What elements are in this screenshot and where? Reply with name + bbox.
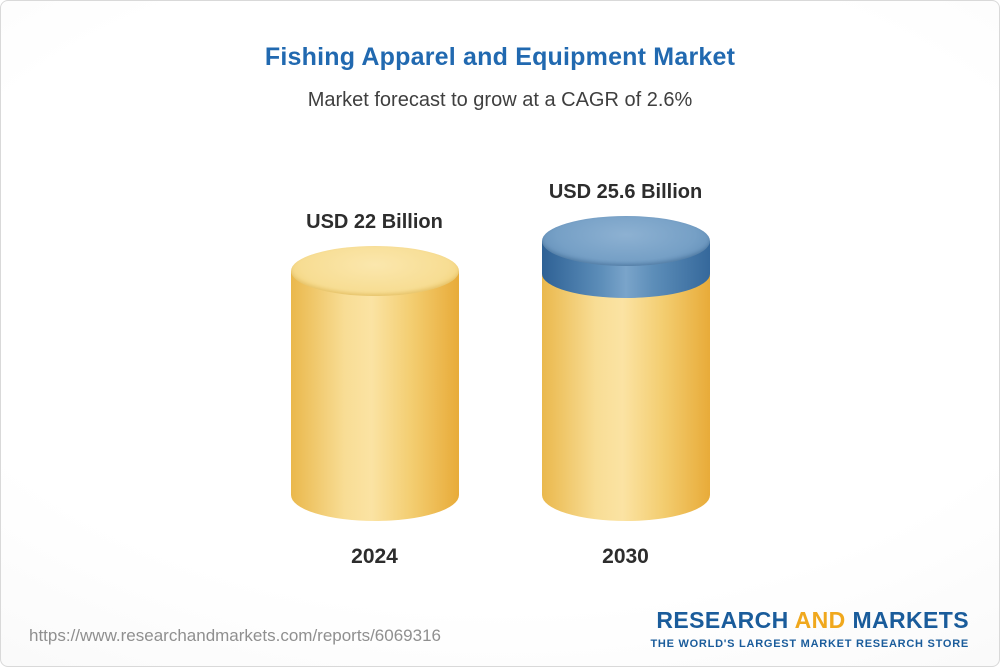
logo-wordmark: RESEARCH AND MARKETS [650,607,969,634]
logo-tagline: THE WORLD'S LARGEST MARKET RESEARCH STOR… [650,638,969,650]
logo-word-markets: MARKETS [852,607,969,633]
logo-word-research: RESEARCH [656,607,789,633]
bar-group-2030: USD 25.6 Billion 2030 [541,181,710,569]
bar-group-2024: USD 22 Billion 2024 [290,211,459,569]
cylinder-2024-body [290,271,459,521]
cylinder-2030 [541,216,710,521]
category-label-2030: 2030 [602,545,649,568]
research-and-markets-logo: RESEARCH AND MARKETS THE WORLD'S LARGEST… [650,607,969,650]
logo-word-and: AND [794,607,846,633]
cylinder-2030-body [541,266,710,521]
chart-area: USD 22 Billion 2024 USD 25.6 Billion 203… [1,161,999,569]
report-url: https://www.researchandmarkets.com/repor… [29,626,441,645]
chart-subtitle: Market forecast to grow at a CAGR of 2.6… [307,89,693,111]
cylinder-2024-top-ellipse [290,246,459,296]
value-label-2030: USD 25.6 Billion [548,181,703,203]
value-label-2024: USD 22 Billion [306,211,443,233]
category-label-2024: 2024 [351,545,398,568]
cylinder-2030-top-ellipse [541,216,710,266]
cylinder-2024 [290,246,459,521]
chart-title: Fishing Apparel and Equipment Market [264,43,736,71]
